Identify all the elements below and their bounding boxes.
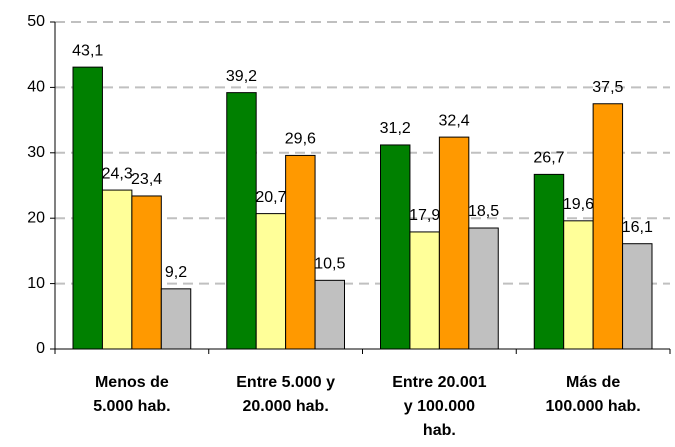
bar bbox=[160, 288, 192, 350]
data-label: 20,7 bbox=[255, 189, 286, 206]
data-label: 9,2 bbox=[165, 264, 187, 281]
x-tick-label: Menos de 5.000 hab. bbox=[93, 374, 170, 415]
data-label: 37,5 bbox=[592, 79, 623, 96]
data-label: 24,3 bbox=[102, 165, 133, 182]
bar bbox=[314, 279, 345, 350]
bar bbox=[533, 173, 565, 350]
bar bbox=[101, 189, 133, 350]
y-tick-label: 10 bbox=[27, 275, 45, 292]
x-tick-label: Entre 20.001 y 100.000 hab. bbox=[392, 374, 486, 439]
y-tick-label: 0 bbox=[36, 340, 45, 357]
data-label: 10,5 bbox=[314, 256, 345, 273]
data-label: 16,1 bbox=[622, 219, 653, 236]
y-tick-label: 40 bbox=[27, 79, 45, 96]
bar bbox=[131, 195, 162, 350]
y-tick-label: 30 bbox=[27, 144, 45, 161]
y-tick-label: 50 bbox=[27, 13, 45, 30]
data-label: 43,1 bbox=[72, 42, 103, 59]
x-tick-label: Entre 5.000 y 20.000 hab. bbox=[236, 374, 335, 415]
data-label: 23,4 bbox=[131, 171, 162, 188]
data-label: 32,4 bbox=[439, 112, 470, 129]
data-label: 39,2 bbox=[226, 68, 257, 85]
data-label: 17,9 bbox=[409, 207, 440, 224]
data-label: 29,6 bbox=[285, 131, 316, 148]
bar bbox=[72, 66, 103, 350]
bar bbox=[438, 136, 470, 350]
bar bbox=[622, 243, 653, 350]
bar bbox=[226, 92, 257, 350]
bar bbox=[380, 144, 411, 350]
data-label: 19,6 bbox=[563, 196, 594, 213]
bar bbox=[468, 227, 499, 350]
y-tick-label: 20 bbox=[27, 209, 45, 226]
bar bbox=[255, 213, 287, 350]
data-label: 26,7 bbox=[533, 150, 564, 167]
bar bbox=[563, 220, 594, 350]
data-label: 18,5 bbox=[468, 203, 499, 220]
bar bbox=[592, 103, 624, 350]
bar bbox=[409, 231, 440, 350]
data-label: 31,2 bbox=[380, 120, 411, 137]
x-tick-label: Más de 100.000 hab. bbox=[546, 374, 641, 415]
bar bbox=[285, 154, 316, 350]
